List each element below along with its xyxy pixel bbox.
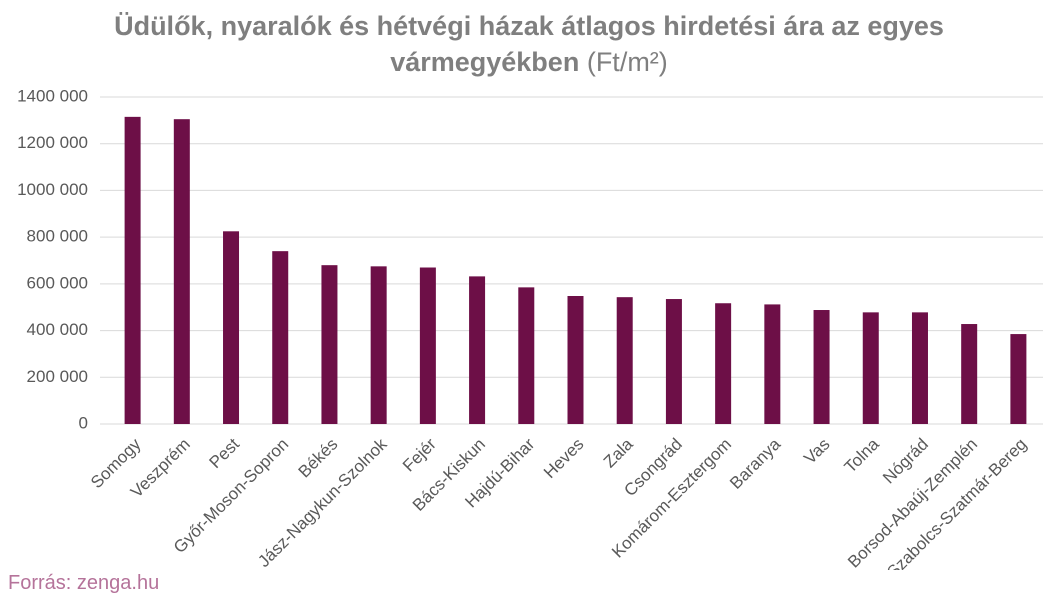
y-tick-label: 600 000 [27,273,88,292]
title-unit: (Ft/m²) [586,47,668,77]
chart: 0 200 000 400 000 600 000 800 000 1000 000 120… [17,86,1043,570]
bar [272,251,289,424]
x-tick-label: Pest [206,434,244,472]
bar [321,265,338,424]
bar [813,310,830,424]
bar [469,276,486,424]
bar [911,312,928,424]
bar [862,312,879,424]
bar [419,267,436,424]
x-tick-label: Heves [540,435,588,483]
source: Forrás: zenga.hu [8,572,160,594]
bar [616,297,633,424]
x-tick-label: Baranya [726,434,785,493]
bar [173,119,190,425]
bar [961,324,978,424]
bar [567,296,584,424]
bar [124,116,141,424]
bar [518,287,535,424]
chart-title: Üdülők, nyaralók és hétvégi házak átlago… [79,8,979,80]
bar [764,304,781,424]
y-tick-label: 400 000 [27,320,88,339]
x-tick-label: Vas [800,435,833,468]
y-tick-label: 800 000 [27,227,88,246]
y-tick-label: 0 [79,413,88,432]
bar [715,303,732,424]
y-tick-label: 1400 000 [17,86,88,105]
title-text: Üdülők, nyaralók és hétvégi házak átlago… [114,11,944,77]
x-tick-label: Zala [600,434,637,471]
y-tick-label: 1200 000 [17,133,88,152]
bar [665,299,682,424]
x-tick-label: Békés [295,435,342,482]
bar [223,231,240,424]
bar [1010,334,1027,424]
x-tick-label: Fejér [399,434,440,475]
y-tick-label: 200 000 [27,367,88,386]
y-tick-label: 1000 000 [17,180,88,199]
x-tick-label: Tolna [841,434,884,477]
bar [370,266,387,424]
